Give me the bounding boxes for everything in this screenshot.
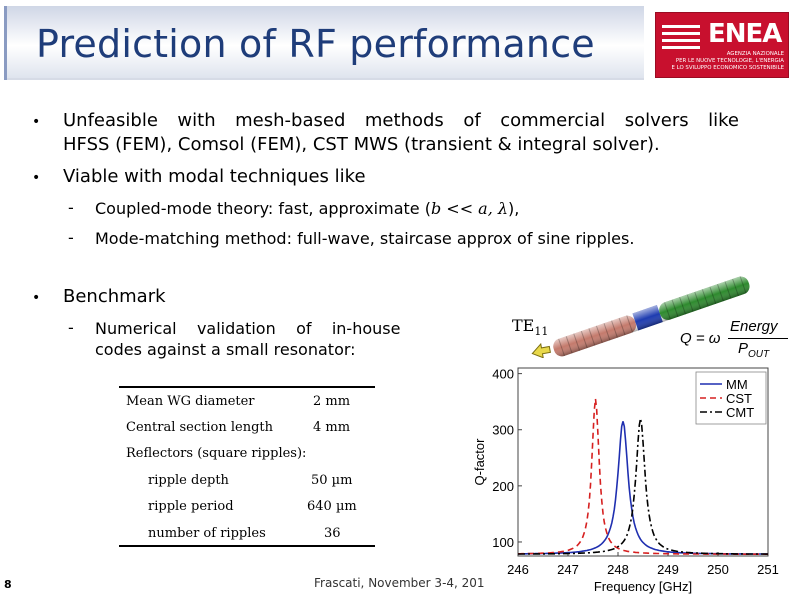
logo-subtitle-line: E LO SVILUPPO ECONOMICO SOSTENIBILE bbox=[671, 65, 784, 71]
sub-bullet-dash: - bbox=[68, 198, 74, 217]
q-formula-numerator: Energy bbox=[730, 318, 778, 335]
sub-bullet-dash: - bbox=[68, 318, 74, 337]
title-accent-bar bbox=[4, 6, 7, 80]
logo-subtitle: AGENZIA NAZIONALE PER LE NUOVE TECNOLOGI… bbox=[656, 51, 788, 72]
sub-bullet-cmt-prefix: Coupled-mode theory: fast, approximate ( bbox=[95, 199, 431, 218]
table-top-rule bbox=[119, 386, 375, 388]
bullet-1-line2: HFSS (FEM), Comsol (FEM), CST MWS (trans… bbox=[63, 134, 660, 155]
y-tick-label: 400 bbox=[492, 367, 514, 382]
y-axis-label: Q-factor bbox=[472, 438, 487, 486]
bullet-dot: • bbox=[32, 114, 41, 130]
arrow-icon bbox=[531, 342, 551, 358]
sub-bullet-cmt-math: b << a, λ bbox=[430, 199, 509, 218]
x-tick-label: 246 bbox=[507, 562, 529, 577]
series-line-cmt bbox=[518, 418, 768, 555]
sub-bullet-benchmark-line1: Numerical validation of in-house bbox=[95, 319, 401, 338]
logo-name: ENEA bbox=[708, 19, 782, 49]
bullet-dot: • bbox=[32, 170, 41, 186]
x-tick-label: 250 bbox=[707, 562, 729, 577]
sub-bullet-dash: - bbox=[68, 228, 74, 247]
footer-text: Frascati, November 3-4, 201 bbox=[314, 576, 485, 590]
slide-title: Prediction of RF performance bbox=[36, 22, 595, 66]
q-formula-bar bbox=[728, 338, 788, 339]
y-tick-label: 200 bbox=[492, 479, 514, 494]
bullet-1-line1: Unfeasible with mesh-based methods of co… bbox=[63, 110, 739, 131]
q-formula-lhs: Q = ω bbox=[680, 330, 721, 347]
x-tick-label: 248 bbox=[607, 562, 629, 577]
y-tick-label: 100 bbox=[492, 535, 514, 550]
x-axis-label: Frequency [GHz] bbox=[594, 579, 692, 594]
table-cell-value: 50 µm bbox=[311, 473, 353, 488]
sub-bullet-mm: Mode-matching method: full-wave, stairca… bbox=[95, 229, 635, 248]
logo-subtitle-line: AGENZIA NAZIONALE bbox=[726, 51, 784, 57]
resonator-image bbox=[553, 276, 750, 357]
table-cell-label: Reflectors (square ripples): bbox=[126, 446, 307, 461]
legend-label: CMT bbox=[726, 405, 754, 420]
q-factor-chart: 246 247 248 249 250 251 100 200 300 400 Frequency … bbox=[472, 367, 779, 594]
enea-mark-icon bbox=[662, 25, 700, 49]
sub-bullet-benchmark-line2: codes against a small resonator: bbox=[95, 340, 356, 359]
table-cell-label: Mean WG diameter bbox=[126, 394, 255, 409]
sub-bullet-cmt: Coupled-mode theory: fast, approximate (… bbox=[95, 198, 519, 219]
table-cell-value: 4 mm bbox=[313, 420, 351, 435]
bullet-dot: • bbox=[32, 290, 41, 306]
mode-label-main: TE bbox=[512, 316, 535, 335]
sub-bullet-cmt-suffix: ), bbox=[508, 199, 520, 218]
bullet-2-text: Viable with modal techniques like bbox=[63, 166, 366, 187]
table-cell-value: 2 mm bbox=[313, 394, 351, 409]
logo-subtitle-line: PER LE NUOVE TECNOLOGIE, L'ENERGIA bbox=[675, 58, 784, 64]
table-cell-label: ripple depth bbox=[148, 473, 229, 488]
mode-label: TE11 bbox=[512, 316, 548, 338]
bullet-3-text: Benchmark bbox=[63, 286, 166, 307]
legend-box bbox=[695, 371, 767, 425]
q-formula-den-sub: OUT bbox=[748, 349, 770, 360]
table-cell-label: ripple period bbox=[148, 499, 234, 514]
legend-label: MM bbox=[726, 377, 748, 392]
table-bottom-rule bbox=[119, 545, 375, 547]
q-formula-den-main: P bbox=[738, 340, 749, 357]
mode-label-sub: 11 bbox=[534, 325, 549, 339]
title-banner bbox=[4, 6, 644, 80]
y-tick-label: 300 bbox=[492, 423, 514, 438]
table-cell-value: 640 µm bbox=[307, 499, 357, 514]
table-cell-label: number of ripples bbox=[148, 526, 266, 541]
x-tick-label: 251 bbox=[757, 562, 779, 577]
page-number: 8 bbox=[4, 578, 12, 591]
q-formula-denominator: POUT bbox=[738, 340, 769, 360]
table-cell-value: 36 bbox=[324, 526, 341, 541]
table-cell-label: Central section length bbox=[126, 420, 273, 435]
x-tick-label: 247 bbox=[557, 562, 579, 577]
x-tick-label: 249 bbox=[657, 562, 679, 577]
legend-label: CST bbox=[726, 391, 752, 406]
enea-logo: ENEA AGENZIA NAZIONALE PER LE NUOVE TECN… bbox=[655, 12, 789, 78]
